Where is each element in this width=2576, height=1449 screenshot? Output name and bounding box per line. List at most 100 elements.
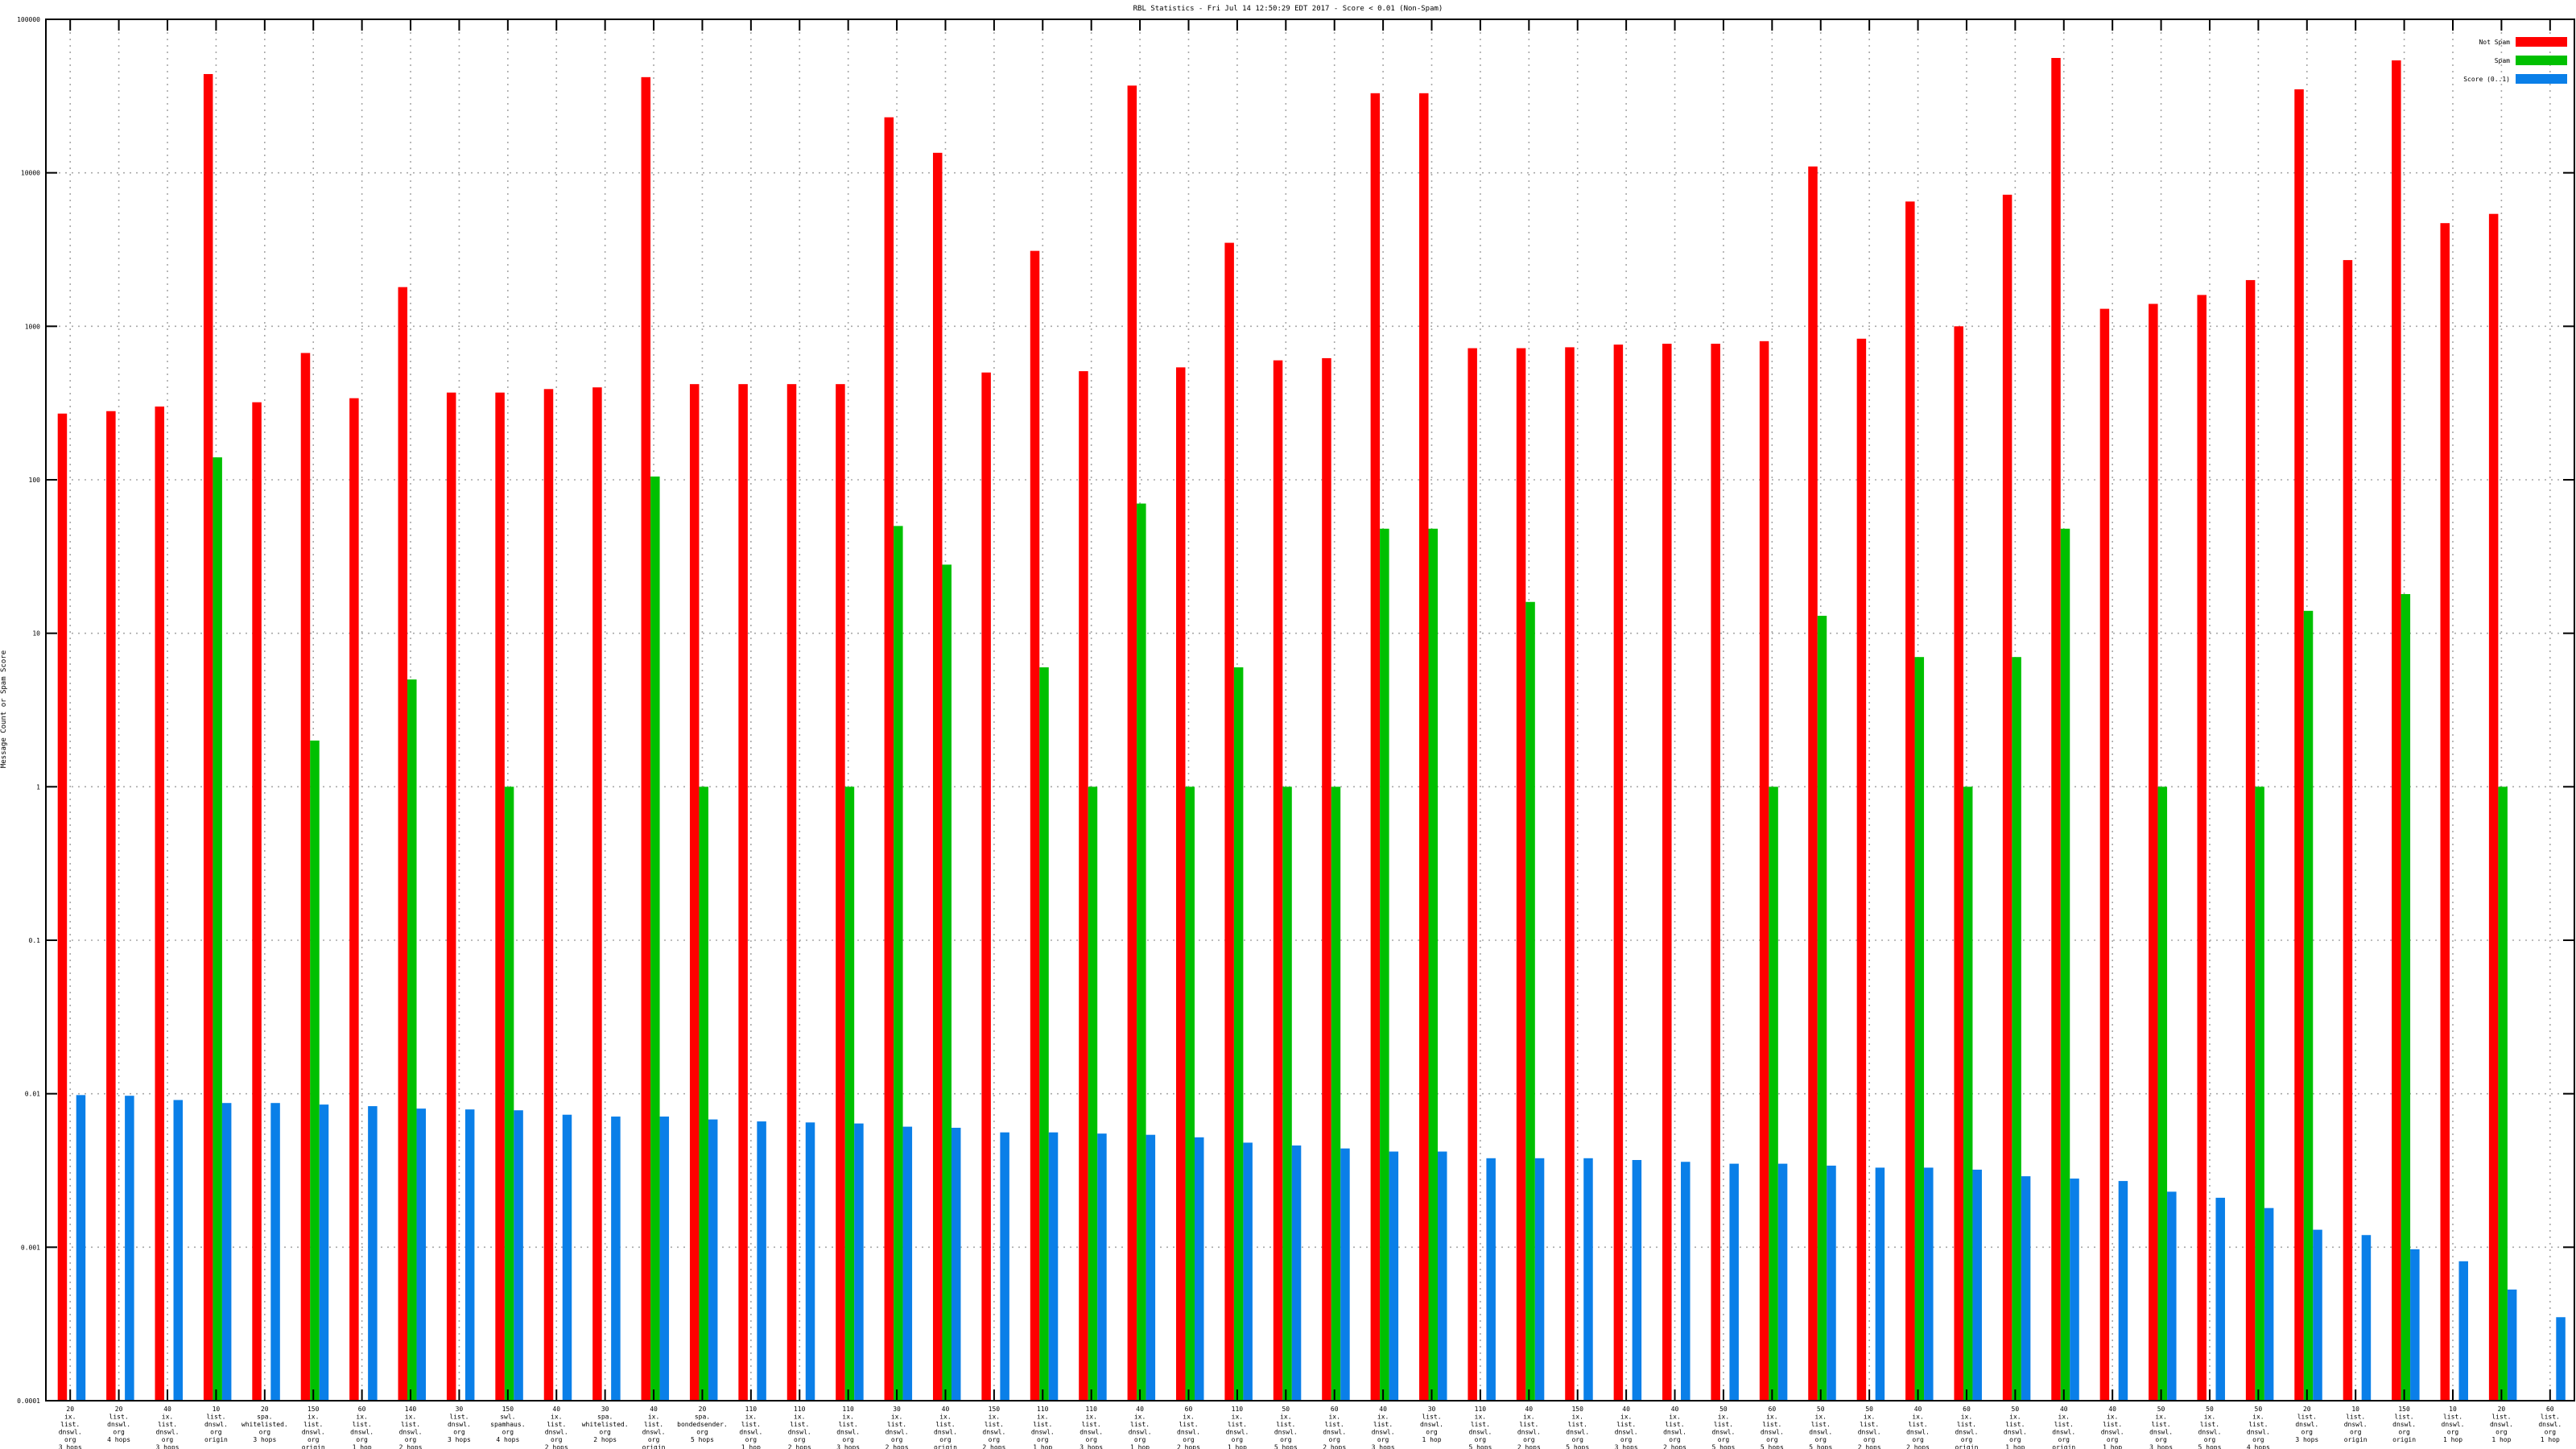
bar-not-spam — [1322, 357, 1331, 1401]
x-tick-label: 60 ix. list. dnswl. org 2 hops — [1177, 1406, 1200, 1449]
bar-not-spam — [1419, 93, 1429, 1401]
bar-score-0-1 — [270, 1103, 280, 1401]
legend-label: Spam — [2495, 57, 2510, 64]
bar-score-0-1 — [562, 1114, 572, 1401]
bar-not-spam — [1565, 347, 1575, 1402]
bar-score-0-1 — [1534, 1158, 1545, 1401]
x-tick-label: 40 ix. list. dnswl. org 1 hop — [2101, 1406, 2124, 1449]
bar-not-spam — [2099, 308, 2110, 1401]
bar-spam — [2060, 528, 2070, 1402]
bars — [57, 58, 2566, 1402]
x-tick-label: 40 ix. list. dnswl. org 3 hops — [156, 1406, 180, 1449]
x-tick-label: 150 ix. list. dnswl. org origin — [302, 1406, 325, 1449]
x-tick-label: 110 ix. list. dnswl. org 2 hops — [788, 1406, 811, 1449]
x-tick-label: 60 ix. list. dnswl. org 2 hops — [1323, 1406, 1346, 1449]
bar-spam — [1428, 528, 1439, 1402]
bar-not-spam — [398, 287, 408, 1401]
bar-score-0-1 — [1924, 1167, 1934, 1401]
bar-score-0-1 — [1389, 1151, 1399, 1401]
bar-score-0-1 — [1777, 1163, 1788, 1401]
bar-spam — [2157, 786, 2168, 1401]
bar-score-0-1 — [805, 1122, 815, 1401]
bar-score-0-1 — [854, 1123, 864, 1401]
bar-not-spam — [1273, 360, 1283, 1401]
bar-not-spam — [981, 372, 991, 1401]
bar-score-0-1 — [2361, 1235, 2372, 1401]
bar-not-spam — [1808, 166, 1818, 1402]
bar-score-0-1 — [1827, 1165, 1836, 1401]
bar-spam — [213, 457, 222, 1402]
bar-score-0-1 — [2070, 1179, 2079, 1401]
bar-not-spam — [203, 73, 213, 1401]
x-tick-label: 110 ix. list. dnswl. org 1 hop — [1225, 1406, 1249, 1449]
x-tick-label: 50 ix. list. dnswl. org 5 hops — [1274, 1406, 1298, 1449]
bar-score-0-1 — [514, 1110, 523, 1401]
bar-not-spam — [1516, 348, 1526, 1401]
y-tick-label: 0.001 — [21, 1244, 40, 1251]
bar-spam — [844, 786, 855, 1401]
bar-spam — [942, 564, 952, 1402]
bar-score-0-1 — [1097, 1133, 1107, 1401]
plot-frame — [45, 19, 2575, 1402]
x-tick-label: 20 ix. list. dnswl. org 3 hops — [59, 1406, 82, 1449]
bar-score-0-1 — [2118, 1181, 2128, 1401]
bar-spam — [310, 740, 320, 1401]
bar-not-spam — [592, 387, 602, 1401]
bar-score-0-1 — [319, 1104, 329, 1401]
x-tick-label: 40 ix. list. dnswl. org 2 hops — [1517, 1406, 1541, 1449]
bar-spam — [699, 786, 708, 1401]
bar-not-spam — [106, 411, 116, 1401]
bar-not-spam — [2343, 260, 2353, 1401]
bar-score-0-1 — [1972, 1170, 1982, 1401]
x-tick-label: 110 ix. list. dnswl. org 1 hop — [739, 1406, 762, 1449]
bar-score-0-1 — [76, 1095, 86, 1401]
bar-not-spam — [1662, 343, 1672, 1401]
bar-not-spam — [2245, 279, 2256, 1401]
bar-spam — [2012, 657, 2021, 1401]
bar-score-0-1 — [2313, 1229, 2322, 1401]
bar-not-spam — [252, 402, 262, 1402]
bar-not-spam — [155, 407, 165, 1402]
bar-spam — [504, 786, 514, 1401]
bar-not-spam — [738, 384, 748, 1402]
bar-score-0-1 — [1000, 1132, 1009, 1401]
bar-score-0-1 — [1583, 1158, 1593, 1401]
bar-score-0-1 — [2410, 1249, 2420, 1401]
y-tick-label: 0.1 — [29, 937, 41, 944]
bar-spam — [1817, 615, 1827, 1401]
bar-not-spam — [2002, 194, 2013, 1401]
x-tick-label: 50 ix. list. dnswl. org 4 hops — [2247, 1406, 2270, 1449]
bar-score-0-1 — [1438, 1151, 1447, 1401]
bar-score-0-1 — [2556, 1317, 2566, 1401]
y-tick-label: 1 — [36, 783, 40, 791]
bar-not-spam — [495, 392, 505, 1402]
x-tick-label: 20 list. dnswl. org 1 hop — [2490, 1406, 2513, 1443]
bar-not-spam — [446, 392, 456, 1402]
legend-swatch — [2516, 56, 2567, 65]
x-tick-label: 60 list. dnswl. org 1 hop — [2538, 1406, 2562, 1443]
y-axis-label: Message Count or Spam Score — [0, 650, 8, 768]
x-tick-label: 10 list. dnswl. org origin — [2344, 1406, 2368, 1443]
x-tick-label: 140 ix. list. dnswl. org 2 hops — [399, 1406, 423, 1449]
bar-not-spam — [689, 384, 700, 1402]
bar-spam — [1137, 503, 1146, 1401]
axis-ticks — [46, 19, 2574, 1402]
x-tick-label: 50 ix. list. dnswl. org 5 hops — [2198, 1406, 2222, 1449]
bar-spam — [1185, 786, 1195, 1401]
x-tick-label: 150 ix. list. dnswl. org 5 hops — [1566, 1406, 1589, 1449]
bar-spam — [650, 476, 660, 1401]
x-tick-label: 40 ix. list. dnswl. org origin — [934, 1406, 957, 1449]
bar-spam — [1525, 601, 1535, 1401]
bar-not-spam — [932, 152, 943, 1401]
bar-score-0-1 — [1146, 1134, 1156, 1401]
legend-label: Not Spam — [2479, 39, 2510, 46]
bar-not-spam — [2392, 60, 2401, 1402]
bar-score-0-1 — [951, 1127, 961, 1401]
x-tick-label: 50 ix. list. dnswl. org 3 hops — [2149, 1406, 2173, 1449]
x-tick-label: 40 ix. list. dnswl. org 2 hops — [1906, 1406, 1930, 1449]
x-tick-label: 30 list. dnswl. org 1 hop — [1420, 1406, 1443, 1443]
bar-not-spam — [786, 384, 797, 1402]
x-tick-label: 20 list. dnswl. org 3 hops — [2295, 1406, 2318, 1443]
bar-spam — [1039, 667, 1049, 1401]
y-tick-label: 10 — [32, 630, 40, 638]
